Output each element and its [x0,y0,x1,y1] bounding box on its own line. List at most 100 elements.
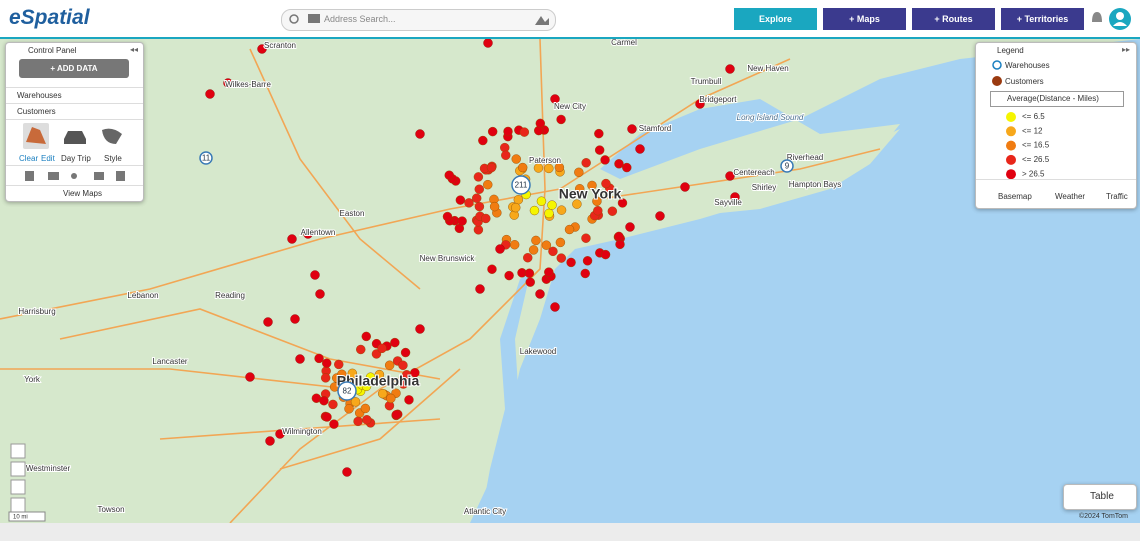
customer-point [582,256,593,266]
place-label: New City [554,102,586,111]
nav-button[interactable]: + Territories [1001,8,1084,30]
table-button[interactable]: Table [1063,484,1137,510]
customer-point [275,429,285,439]
customer-point [601,178,611,189]
place-label: Philadelphia [337,373,420,389]
place-label: Lakewood [520,347,556,356]
customer-point [525,277,535,287]
customer-point [390,337,400,348]
zoom-control[interactable] [10,443,26,459]
road [0,188,561,320]
customer-point [600,249,611,260]
customer-point [556,205,567,215]
place-label: Allentown [301,228,336,237]
customer-point [600,155,610,165]
legend-class-label: <= 6.5 [1022,112,1045,121]
place-label: New Haven [747,64,788,73]
road [159,418,441,440]
layer[interactable]: Warehouses [17,91,62,100]
customer-point [410,368,420,378]
customer-point [635,144,645,154]
legend-footer[interactable]: Traffic [1106,192,1128,201]
cluster-badge [780,159,794,173]
customer-point [344,404,354,414]
customer-point [386,393,396,404]
customer-point [535,289,545,299]
customer-point [481,213,491,224]
tool-icons[interactable] [6,122,143,150]
legend-field[interactable]: Average(Distance - Miles) [1007,94,1099,103]
tool-label[interactable]: Edit [41,154,55,163]
customer-point [511,154,521,164]
place-label: Easton [340,209,365,218]
logo: eSpatial [9,6,90,29]
customer-point [581,233,591,243]
customer-point [607,206,618,216]
legend-layer: Warehouses [1005,61,1050,70]
place-label: Bridgeport [700,95,738,104]
customer-point [365,372,376,382]
search-box[interactable]: Address Search... [281,9,556,31]
search-placeholder: Address Search... [324,14,396,24]
view-maps[interactable]: View Maps [63,189,102,198]
place-label: Stamford [639,124,671,133]
customer-point [455,195,466,205]
customer-point [398,360,408,370]
cluster-label: 11 [202,154,211,163]
legend-footer[interactable]: Weather [1055,192,1086,201]
nav-button[interactable]: Explore [734,8,817,30]
user-icons[interactable] [1088,4,1138,34]
customer-point [615,239,625,250]
customer-point [533,163,544,173]
place-label: New Brunswick [420,254,476,263]
place-label: Wilmington [282,427,322,436]
legend-footer[interactable]: Basemap [998,192,1032,201]
layer[interactable]: Customers [17,107,56,116]
customer-point [415,129,425,139]
customer-point [556,114,566,125]
collapse[interactable]: ◂◂ [130,45,139,54]
tool-label[interactable]: Clear [19,154,39,163]
cluster-label: 9 [785,162,790,171]
tool-label[interactable]: Style [104,154,122,163]
customer-point [486,162,497,173]
search-tool[interactable] [532,10,552,30]
customer-point [504,270,514,281]
customer-point [489,201,500,212]
collapse[interactable]: ▸▸ [1122,45,1131,54]
customer-point [680,182,690,192]
zoom-control[interactable] [10,461,26,477]
customer-point [495,244,505,254]
customer-point [334,359,344,370]
customer-point [564,224,575,235]
place-label: Riverhead [787,153,823,162]
place-label: Long Island Sound [737,113,804,122]
customer-point [531,235,541,246]
customer-point [725,171,735,181]
legend-layer: Customers [1005,77,1044,86]
add-data-button[interactable]: + ADD DATA [19,59,129,78]
customer-point [730,192,740,202]
road [0,368,351,390]
customer-point [361,331,371,342]
legend-symbols: <= 6.5 <= 12 <= 16.5 <= 26.5 > 26.5 [992,60,1050,179]
nav-button[interactable]: + Maps [823,8,906,30]
customer-point [362,415,372,425]
customer-point [483,179,493,190]
customer-point [554,162,565,173]
legend-class-label: <= 12 [1022,126,1043,135]
customer-point [287,234,297,244]
scale-bar [8,511,46,522]
action-icons[interactable] [6,166,143,186]
zoom-control[interactable] [10,497,26,513]
nav-button[interactable]: + Routes [912,8,995,30]
customer-point [536,196,547,206]
zoom-control[interactable] [10,479,26,495]
panel-title: Control Panel [28,46,77,55]
customer-point [513,195,524,205]
customer-point [503,126,513,137]
customer-point [290,314,300,324]
legend-class-label: <= 26.5 [1022,155,1050,164]
tool-label[interactable]: Day Trip [61,154,91,163]
place-label: Sayville [714,198,742,207]
